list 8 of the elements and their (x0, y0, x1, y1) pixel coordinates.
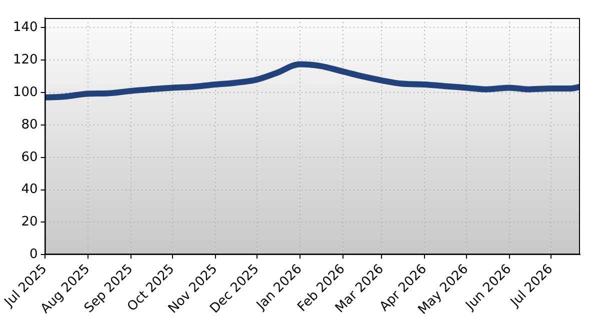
y-tick-label: 100 (12, 84, 38, 100)
y-tick-label: 140 (12, 20, 38, 36)
y-tick-label: 0 (30, 247, 38, 262)
y-tick-label: 80 (21, 117, 38, 132)
y-tick-label: 40 (21, 182, 38, 198)
y-tick-label: 60 (21, 150, 38, 165)
y-tick-label: 120 (12, 52, 38, 68)
y-tick-label: 20 (21, 214, 38, 230)
